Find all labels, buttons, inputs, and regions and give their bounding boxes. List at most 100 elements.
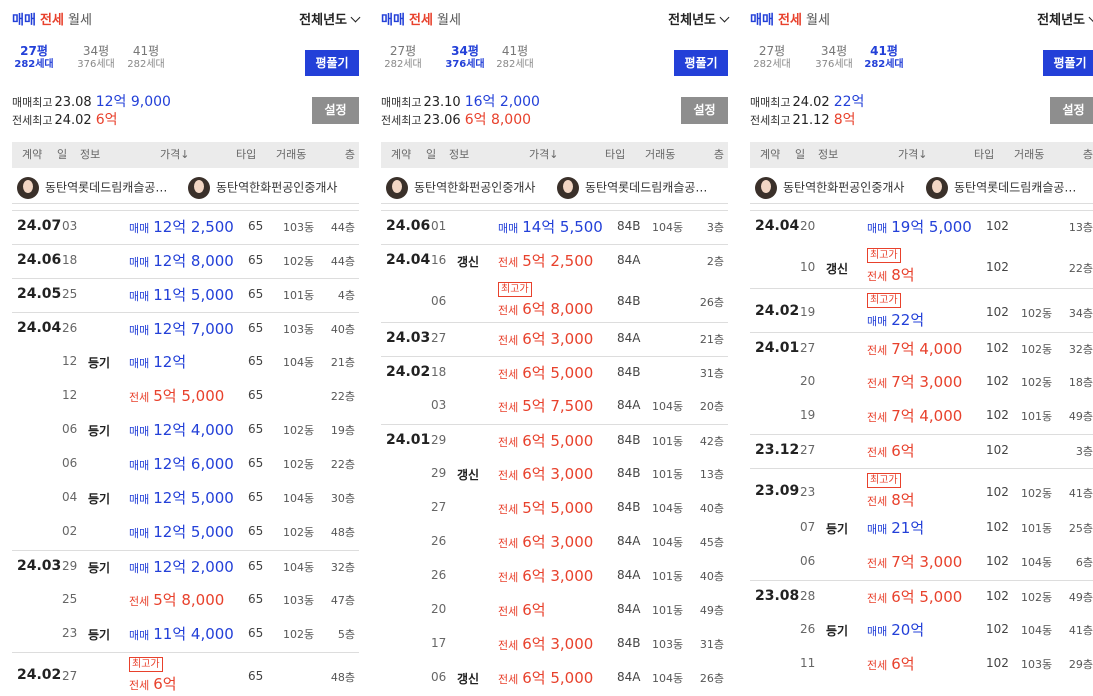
deal-kind: 전세 (498, 469, 519, 482)
size-option-34[interactable]: 34평 376세대 (442, 44, 488, 72)
flatten-button[interactable]: 평풀기 (1043, 50, 1093, 76)
tab-jeonse[interactable]: 전세 (40, 13, 64, 28)
header-floor: 층 (1082, 148, 1093, 161)
sale-high-date: 24.02 (792, 95, 830, 110)
year-select[interactable]: 전체년도 (299, 10, 361, 32)
flatten-button[interactable]: 평풀기 (674, 50, 728, 76)
tab-sale[interactable]: 매매 (381, 13, 405, 28)
agent-link[interactable]: 동탄역롯데드림캐슬공… (17, 174, 167, 200)
table-row[interactable]: 24.02 27 최고가 전세 6억 65 48층 (12, 652, 359, 696)
table-row[interactable]: 24.04 16 갱신 전세 5억 2,500 84A 2층 (381, 244, 728, 277)
table-row[interactable]: 24.07 03 매매 12억 2,500 65 103동 44층 (12, 210, 359, 243)
agent-link[interactable]: 동탄역한화펀공인중개사 (755, 174, 904, 200)
table-row[interactable]: 26 등기 매매 20억 102 104동 41층 (750, 614, 1093, 647)
contract-day: 12 (62, 388, 78, 402)
table-row[interactable]: 02 매매 12억 5,000 65 102동 48층 (12, 516, 359, 549)
table-row[interactable]: 20 전세 7억 3,000 102 102동 18층 (750, 366, 1093, 399)
table-row[interactable]: 12 등기 매매 12억 65 104동 21층 (12, 346, 359, 379)
table-row[interactable]: 12 전세 5억 5,000 65 22층 (12, 380, 359, 413)
settings-button[interactable]: 설정 (681, 97, 728, 124)
agent-link[interactable]: 동탄역롯데드림캐슬공… (926, 174, 1076, 200)
table-row[interactable]: 24.01 27 전세 7억 4,000 102 102동 32층 (750, 332, 1093, 365)
tab-monthly[interactable]: 월세 (806, 13, 830, 28)
deal-price: 매매 19억 5,000 (867, 216, 972, 237)
header-price-sort[interactable]: 가격↓ (529, 148, 559, 161)
deal-kind: 매매 (129, 493, 150, 506)
size-option-41[interactable]: 41평 282세대 (492, 44, 538, 72)
table-row[interactable]: 23.09 23 최고가 전세 8억 102 102동 41층 (750, 468, 1093, 512)
price-value: 12억 2,500 (153, 218, 234, 236)
deal-kind: 매매 (129, 290, 150, 303)
table-row[interactable]: 24.01 29 전세 6억 5,000 84B 101동 42층 (381, 424, 728, 457)
agent-link[interactable]: 동탄역롯데드림캐슬공… (557, 174, 707, 200)
tab-monthly[interactable]: 월세 (437, 13, 461, 28)
size-option-41[interactable]: 41평 282세대 (123, 44, 169, 72)
table-row[interactable]: 19 전세 7억 4,000 102 101동 49층 (750, 400, 1093, 433)
table-row[interactable]: 20 전세 6억 84A 101동 49층 (381, 594, 728, 627)
size-option-34[interactable]: 34평 376세대 (73, 44, 119, 72)
table-row[interactable]: 17 전세 6억 3,000 84B 103동 31층 (381, 628, 728, 661)
contract-month: 24.05 (17, 286, 62, 302)
deal-info: 등기 (88, 628, 111, 642)
table-row[interactable]: 24.03 29 등기 매매 12억 2,000 65 104동 32층 (12, 550, 359, 583)
header-price-sort[interactable]: 가격↓ (160, 148, 190, 161)
agent-link[interactable]: 동탄역한화펀공인중개사 (386, 174, 535, 200)
deal-price: 전세 7억 4,000 (867, 338, 962, 359)
header-price-sort[interactable]: 가격↓ (898, 148, 928, 161)
table-row[interactable]: 23.12 27 전세 6억 102 3층 (750, 434, 1093, 467)
unit-type: 102 (986, 219, 1009, 233)
table-row[interactable]: 26 전세 6억 3,000 84A 104동 45층 (381, 526, 728, 559)
table-row[interactable]: 24.03 27 전세 6억 3,000 84A 21층 (381, 322, 728, 355)
table-row[interactable]: 29 갱신 전세 6억 3,000 84B 101동 13층 (381, 458, 728, 491)
size-option-27[interactable]: 27평 282세대 (750, 44, 794, 72)
tab-jeonse[interactable]: 전세 (778, 13, 802, 28)
size-households: 282세대 (127, 59, 165, 70)
table-row[interactable]: 26 전세 6억 3,000 84A 101동 40층 (381, 560, 728, 593)
year-select[interactable]: 전체년도 (668, 10, 730, 32)
size-option-34[interactable]: 34평 376세대 (811, 44, 857, 72)
table-row[interactable]: 04 등기 매매 12억 5,000 65 104동 30층 (12, 482, 359, 515)
flatten-button[interactable]: 평풀기 (305, 50, 359, 76)
table-row[interactable]: 03 전세 5억 7,500 84A 104동 20층 (381, 390, 728, 423)
table-row[interactable]: 24.05 25 매매 11억 5,000 65 101동 4층 (12, 278, 359, 311)
unit-type: 102 (986, 341, 1009, 355)
deal-kind: 매매 (129, 222, 150, 235)
year-select[interactable]: 전체년도 (1037, 10, 1093, 32)
table-row[interactable]: 24.04 26 매매 12억 7,000 65 103동 40층 (12, 312, 359, 345)
table-row[interactable]: 06 등기 매매 12억 4,000 65 102동 19층 (12, 414, 359, 447)
building-no: 102동 (283, 458, 315, 471)
year-select-label: 전체년도 (299, 13, 347, 28)
size-option-27[interactable]: 27평 282세대 (12, 44, 56, 72)
tab-monthly[interactable]: 월세 (68, 13, 92, 28)
table-row[interactable]: 06 매매 12억 6,000 65 102동 22층 (12, 448, 359, 481)
table-row[interactable]: 06 최고가 전세 6억 8,000 84B 26층 (381, 278, 728, 322)
table-row[interactable]: 07 등기 매매 21억 102 101동 25층 (750, 512, 1093, 545)
building-no: 102동 (1021, 343, 1053, 356)
unit-type: 84A (617, 253, 641, 267)
size-pyeong: 34평 (451, 44, 479, 58)
deal-kind: 전세 (867, 446, 888, 459)
table-row[interactable]: 11 전세 6억 102 103동 29층 (750, 648, 1093, 681)
table-row[interactable]: 24.04 20 매매 19억 5,000 102 13층 (750, 210, 1093, 243)
table-row[interactable]: 24.06 01 매매 14억 5,500 84B 104동 3층 (381, 210, 728, 243)
size-option-41[interactable]: 41평 282세대 (861, 44, 907, 72)
table-row[interactable]: 23 등기 매매 11억 4,000 65 102동 5층 (12, 618, 359, 651)
table-row[interactable]: 25 전세 5억 8,000 65 103동 47층 (12, 584, 359, 617)
settings-button[interactable]: 설정 (312, 97, 359, 124)
table-row[interactable]: 27 전세 5억 5,000 84B 104동 40층 (381, 492, 728, 525)
table-row[interactable]: 24.06 18 매매 12억 8,000 65 102동 44층 (12, 244, 359, 277)
tab-sale[interactable]: 매매 (12, 13, 36, 28)
tab-sale[interactable]: 매매 (750, 13, 774, 28)
table-row[interactable]: 24.02 18 전세 6억 5,000 84B 31층 (381, 356, 728, 389)
settings-button[interactable]: 설정 (1050, 97, 1093, 124)
table-row[interactable]: 10 갱신 최고가 전세 8억 102 22층 (750, 244, 1093, 288)
size-option-27[interactable]: 27평 282세대 (381, 44, 425, 72)
tab-jeonse[interactable]: 전세 (409, 13, 433, 28)
deal-kind: 전세 (867, 495, 888, 508)
deal-price: 전세 6억 5,000 (498, 667, 593, 688)
table-row[interactable]: 24.02 19 최고가 매매 22억 102 102동 34층 (750, 288, 1093, 332)
table-row[interactable]: 06 전세 7억 3,000 102 104동 6층 (750, 546, 1093, 579)
table-row[interactable]: 06 갱신 전세 6억 5,000 84A 104동 26층 (381, 662, 728, 695)
agent-link[interactable]: 동탄역한화펀공인중개사 (188, 174, 337, 200)
table-row[interactable]: 23.08 28 전세 6억 5,000 102 102동 49층 (750, 580, 1093, 613)
